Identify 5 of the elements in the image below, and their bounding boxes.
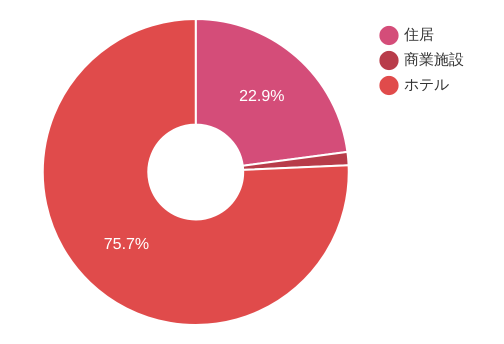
data-label: 75.7% [104,236,150,253]
legend-label: 商業施設 [404,50,464,68]
data-label: 22.9% [239,88,284,106]
legend-label: ホテル [404,75,449,94]
legend-label: 住居 [403,25,434,44]
